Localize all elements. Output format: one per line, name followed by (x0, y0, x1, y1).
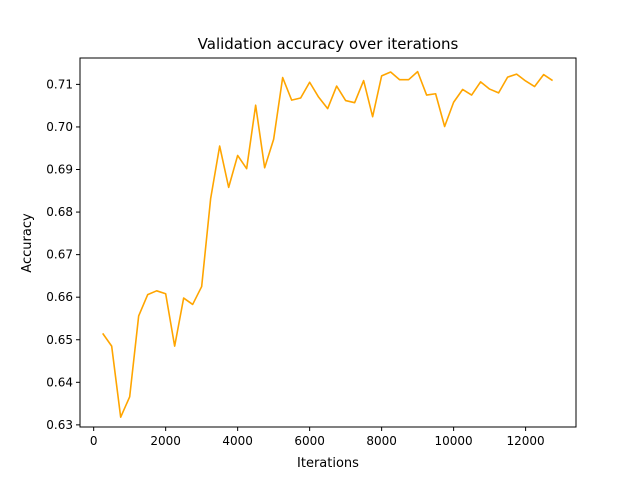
accuracy-series-line (102, 70, 554, 419)
y-tick-label: 0.70 (46, 120, 73, 134)
axes-frame (79, 57, 577, 428)
x-axis-ticks: 0 2000 4000 6000 8000 10000 12000 (90, 427, 545, 448)
y-tick-label: 0.66 (46, 290, 73, 304)
x-tick-label: 10000 (435, 434, 473, 448)
y-tick-label: 0.71 (46, 77, 73, 91)
y-tick-label: 0.63 (46, 418, 73, 432)
x-tick-label: 12000 (507, 434, 545, 448)
x-tick-label: 0 (90, 434, 98, 448)
x-axis-label: Iterations (297, 456, 359, 471)
x-tick-label: 2000 (150, 434, 181, 448)
x-tick-label: 8000 (366, 434, 397, 448)
chart-title: Validation accuracy over iterations (198, 35, 459, 53)
x-tick-label: 4000 (222, 434, 253, 448)
y-axis-ticks: 0.63 0.64 0.65 0.66 0.67 0.68 0.69 0.70 0.71 (46, 77, 80, 432)
y-tick-label: 0.64 (46, 375, 73, 389)
y-tick-label: 0.69 (46, 163, 73, 177)
y-tick-label: 0.68 (46, 205, 73, 219)
y-tick-label: 0.65 (46, 333, 73, 347)
plot-area (79, 57, 577, 428)
y-tick-label: 0.67 (46, 248, 73, 262)
x-tick-label: 6000 (294, 434, 325, 448)
y-axis-label: Accuracy (20, 213, 35, 273)
